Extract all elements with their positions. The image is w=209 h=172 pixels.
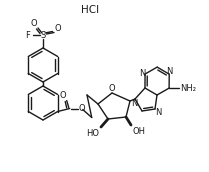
- Text: N: N: [131, 99, 138, 108]
- Text: N: N: [155, 108, 161, 117]
- Text: O: O: [30, 19, 37, 28]
- Text: N: N: [139, 68, 145, 78]
- Text: O: O: [109, 84, 115, 93]
- Text: O: O: [54, 24, 61, 33]
- Text: HO: HO: [87, 129, 99, 138]
- Text: N: N: [167, 67, 173, 76]
- Text: HCl: HCl: [81, 5, 99, 15]
- Text: F: F: [25, 30, 30, 40]
- Text: O: O: [60, 90, 66, 99]
- Text: NH₂: NH₂: [180, 84, 196, 93]
- Text: S: S: [40, 30, 46, 40]
- Text: OH: OH: [133, 127, 145, 136]
- Text: O: O: [78, 104, 85, 113]
